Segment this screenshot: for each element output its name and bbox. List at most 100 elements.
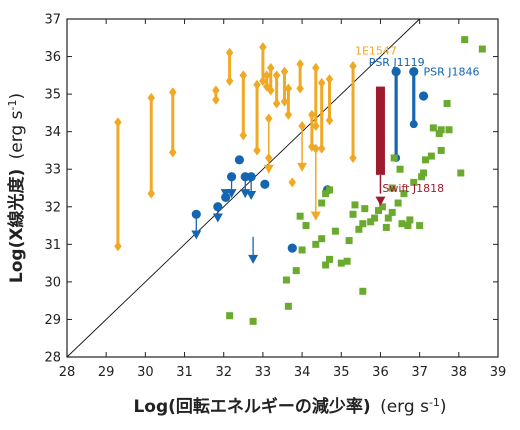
- green-point: [378, 203, 386, 211]
- orange-diamond-low: [239, 130, 248, 141]
- green-point: [406, 216, 414, 224]
- x-axis-title: Log(回転エネルギーの減少率) (erg s-1): [133, 396, 446, 418]
- green-point: [326, 186, 334, 194]
- x-axis-title-close: ): [440, 397, 447, 417]
- green-point: [443, 100, 451, 107]
- orange-diamond-low: [312, 121, 320, 132]
- red-range-bar: [375, 86, 385, 175]
- y-tick-label: 35: [44, 88, 61, 103]
- green-point: [326, 255, 334, 263]
- y-axis-title-exp: -1: [6, 100, 19, 111]
- y-tick-label: 32: [44, 200, 61, 215]
- x-tick-label: 38: [451, 365, 468, 380]
- orange-diamond-low: [272, 98, 281, 109]
- orange-diamond-high: [272, 70, 281, 81]
- orange-diamond-low: [212, 94, 220, 105]
- x-tick-label: 30: [137, 365, 154, 380]
- orange-diamond-high: [296, 59, 304, 70]
- orange-diamond-high: [114, 117, 122, 128]
- orange-diamond-high: [263, 70, 271, 81]
- green-point: [345, 237, 353, 245]
- x-tick-label: 37: [411, 365, 428, 380]
- green-point: [292, 267, 300, 275]
- green-point: [410, 178, 418, 186]
- blue-point: [246, 172, 256, 182]
- green-point: [249, 317, 257, 325]
- y-axis-title-close: ): [7, 93, 27, 100]
- orange-diamond-high: [312, 62, 320, 73]
- green-point: [331, 227, 339, 235]
- green-point: [359, 220, 367, 228]
- x-tick-label: 28: [59, 365, 76, 380]
- green-point: [416, 222, 424, 230]
- green-point: [302, 222, 310, 230]
- blue-point: [260, 179, 270, 189]
- orange-diamond-low: [284, 109, 293, 120]
- blue-point: [287, 243, 297, 253]
- blue-range-top: [409, 66, 419, 77]
- x-tick-label: 29: [98, 365, 115, 380]
- green-point: [367, 218, 375, 226]
- x-tick-label: 36: [372, 365, 389, 380]
- y-tick-label: 29: [44, 313, 61, 328]
- orange-diamond-low: [296, 83, 304, 94]
- green-point: [282, 276, 290, 284]
- mark-layer: [114, 36, 486, 325]
- annotation-label: 1E1547: [355, 45, 397, 58]
- green-point: [396, 165, 404, 173]
- green-point: [404, 222, 412, 230]
- green-point: [226, 312, 234, 320]
- blue-point: [191, 209, 201, 219]
- orange-diamond-high: [225, 47, 234, 58]
- y-tick-label: 37: [44, 13, 61, 28]
- orange-diamond-high: [239, 70, 248, 81]
- orange-diamond-high: [212, 85, 220, 96]
- green-point: [422, 156, 430, 164]
- x-tick-label: 39: [490, 365, 507, 380]
- green-point: [461, 36, 469, 44]
- orange-diamond: [265, 113, 273, 124]
- x-axis-title-main: Log(回転エネルギーの減少率): [133, 396, 370, 417]
- green-point: [355, 225, 363, 233]
- green-point: [322, 261, 330, 269]
- orange-diamond: [298, 121, 306, 132]
- green-point: [388, 208, 396, 216]
- blue-point: [226, 172, 237, 182]
- green-point: [400, 190, 408, 198]
- tick-layer: 28 29 30 31 32 33 34 35 36 37 38 39 28 29 30 31 32 33 34 35…: [44, 13, 506, 381]
- annotation-label: PSR J1119: [369, 56, 425, 69]
- annotation-label: Swift J1818: [382, 182, 444, 195]
- green-point: [322, 190, 330, 198]
- x-tick-label: 35: [333, 365, 350, 380]
- orange-diamond: [312, 143, 320, 154]
- green-point: [427, 152, 435, 160]
- blue-limit-arrow: [248, 254, 259, 264]
- green-point: [445, 126, 453, 134]
- green-point: [284, 302, 292, 310]
- y-axis-title-unit: (erg s: [7, 110, 27, 159]
- blue-point: [418, 91, 429, 101]
- y-axis-title: Log(X線光度) (erg s-1): [6, 93, 28, 283]
- green-point: [420, 169, 428, 177]
- green-point: [388, 184, 396, 192]
- y-tick-label: 28: [44, 351, 61, 366]
- orange-diamond-high: [308, 109, 316, 120]
- blue-point: [221, 192, 231, 202]
- orange-diamond-high: [259, 42, 267, 53]
- orange-diamond-high: [280, 66, 289, 77]
- green-point: [361, 205, 369, 213]
- y-tick-label: 31: [44, 238, 61, 253]
- y-tick-label: 30: [44, 275, 61, 290]
- green-point: [418, 173, 426, 181]
- green-point: [298, 246, 306, 254]
- orange-diamond-low: [114, 241, 122, 252]
- orange-diamond-low: [349, 152, 357, 163]
- green-point: [351, 201, 359, 209]
- blue-range-bottom: [409, 120, 418, 129]
- orange-diamond-low: [317, 143, 326, 154]
- annotation-label: PSR J1846: [424, 65, 480, 78]
- orange-diamond-high: [325, 74, 334, 85]
- orange-diamond-high: [253, 79, 261, 90]
